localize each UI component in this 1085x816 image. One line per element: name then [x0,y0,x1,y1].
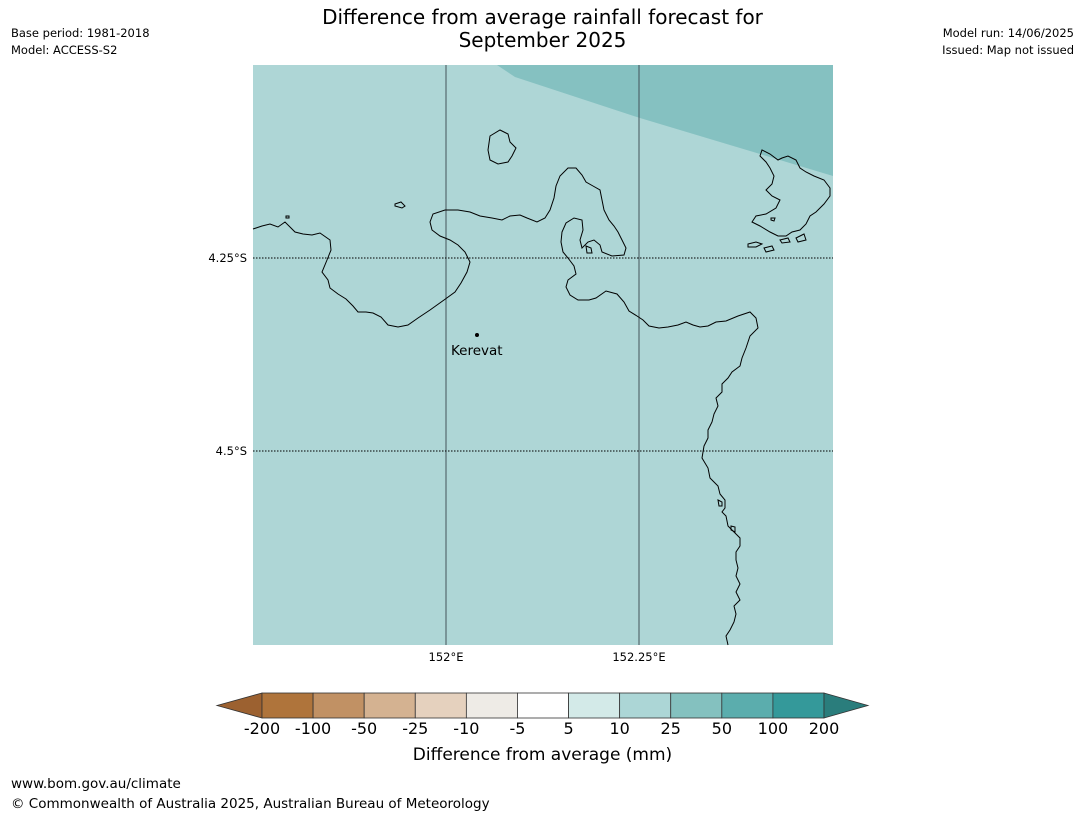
colorbar-tick-label: -100 [294,719,332,738]
islet-south-1 [717,499,723,507]
colorbar-tick-label: 200 [808,719,840,738]
colorbar-arrow-high [823,692,870,719]
colorbar-segment [465,692,518,719]
chart-title: Difference from average rainfall forecas… [0,6,1085,52]
islet-east-5 [770,217,776,222]
colorbar-segment [721,692,774,719]
colorbar-title: Difference from average (mm) [412,745,673,765]
colorbar-segment [568,692,621,719]
map-area [253,65,833,645]
colorbar-tick-label: -25 [402,719,429,738]
colorbar-segment [670,692,723,719]
footer-copyright: © Commonwealth of Australia 2025, Austra… [11,796,490,812]
colorbar-segment [772,692,825,719]
title-line-1: Difference from average rainfall forecas… [322,5,763,29]
base-period: Base period: 1981-2018 [11,26,150,40]
kerevat-label: Kerevat [451,343,503,359]
colorbar-segment [619,692,672,719]
islet-east-2 [763,245,775,253]
colorbar-segment [517,692,569,719]
island-north [487,129,517,165]
islet-south-2 [730,525,736,533]
colorbar [215,692,870,719]
duke-of-york-islands [751,149,831,237]
colorbar-tick-label: -200 [243,719,281,738]
coastlines [252,129,831,646]
islet-west-1 [394,201,406,209]
issued-status: Issued: Map not issued [942,43,1074,57]
meta-right: Model run: 14/06/2025 Issued: Map not is… [942,25,1074,59]
islet-east-4 [795,233,807,243]
lat-tick-4-5: 4.5°S [216,444,247,458]
kerevat-marker [475,333,479,337]
colorbar-segment [363,692,416,719]
colorbar-tick-label: -10 [453,719,480,738]
colorbar-tick-label: 5 [563,719,574,738]
colorbar-tick-label: 25 [660,719,681,738]
lat-tick-4-25: 4.25°S [208,251,247,265]
lon-tick-152: 152°E [429,650,464,664]
colorbar-tick-label: 100 [757,719,789,738]
lon-tick-152-25: 152.25°E [612,650,665,664]
meta-left: Base period: 1981-2018 Model: ACCESS-S2 [11,25,150,59]
title-line-2: September 2025 [458,28,627,52]
colorbar-tick-label: -5 [509,719,526,738]
wetter-region [497,65,833,176]
colorbar-tick-labels: -200 -100 -50 -25 -10 -5 5 10 25 50 100 200 [0,719,1085,739]
colorbar-arrow-low [215,692,263,719]
footer-url: www.bom.gov.au/climate [11,776,181,792]
islet-west-2 [285,215,290,219]
colorbar-segment [261,692,314,719]
colorbar-tick-label: -50 [351,719,378,738]
colorbar-tick-label: 10 [609,719,630,738]
islet-inner-1 [585,245,593,254]
islet-east-3 [779,237,791,244]
colorbar-segment [312,692,365,719]
colorbar-tick-label: 50 [711,719,732,738]
colorbar-segment [414,692,467,719]
model-run: Model run: 14/06/2025 [942,26,1074,40]
coastline-main [252,167,759,646]
footer: www.bom.gov.au/climate © Commonwealth of… [11,774,490,814]
model-name: Model: ACCESS-S2 [11,43,118,57]
islet-east-1 [747,241,764,248]
